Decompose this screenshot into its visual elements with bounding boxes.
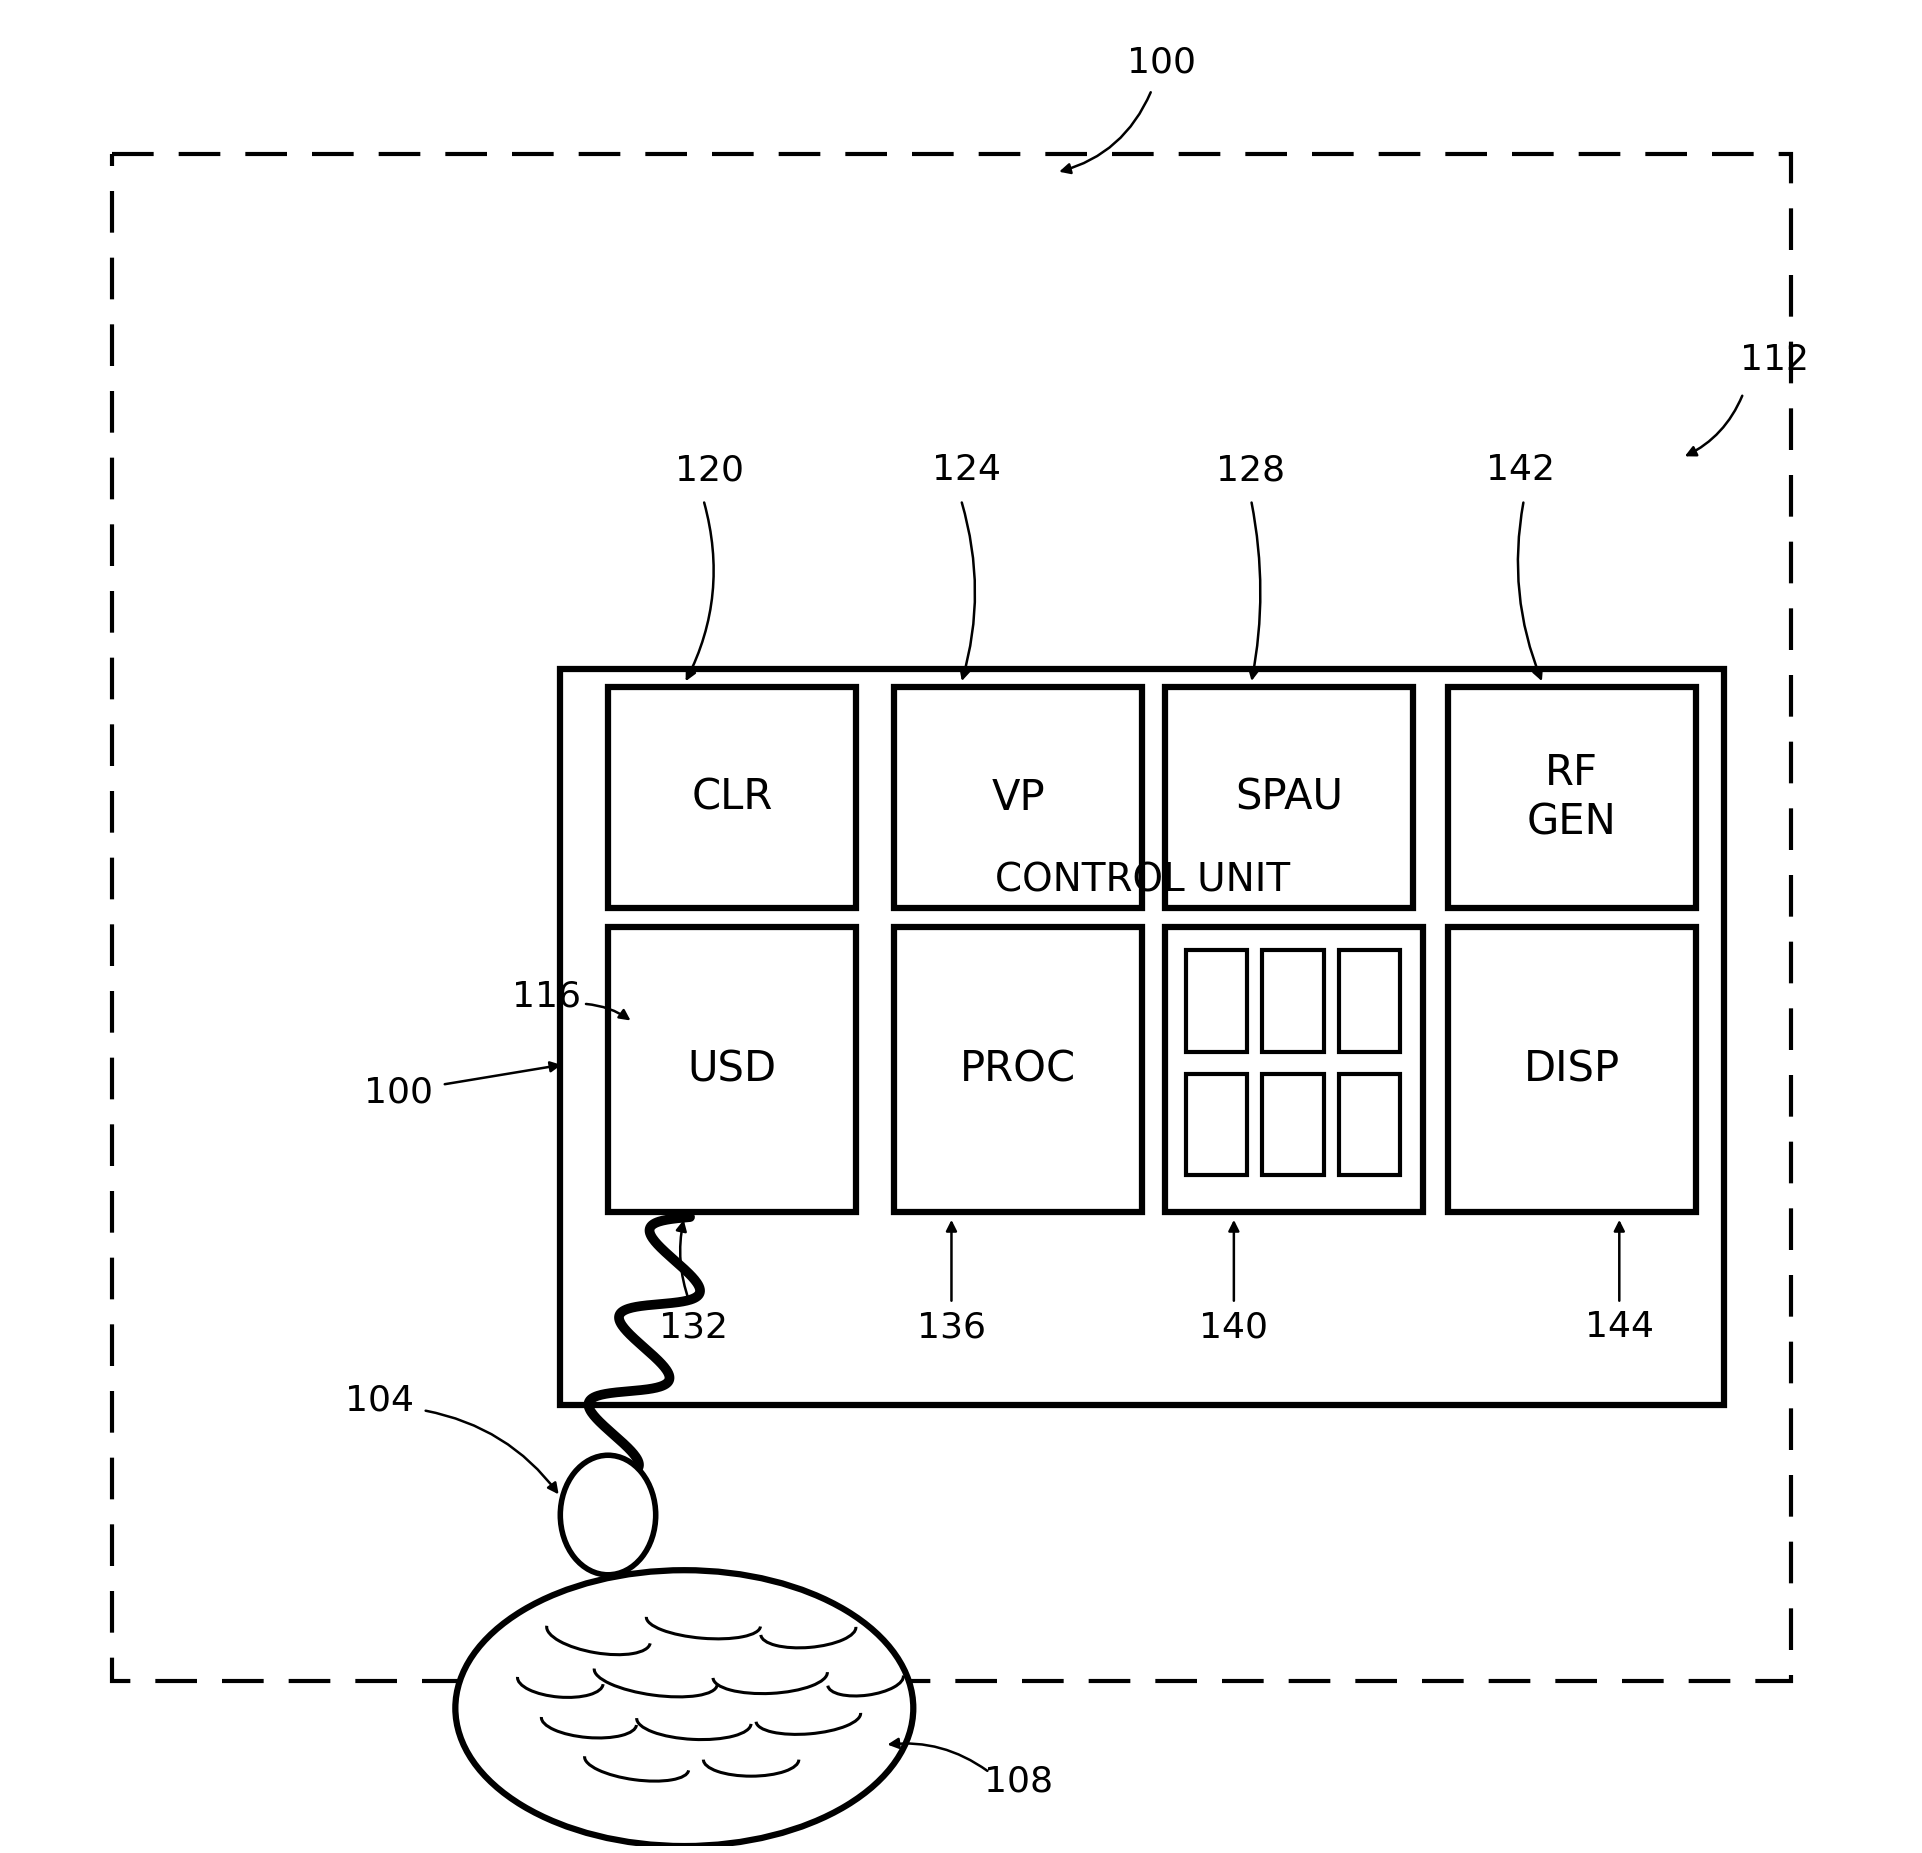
Text: 120: 120 bbox=[675, 454, 744, 487]
Text: 108: 108 bbox=[984, 1764, 1053, 1799]
Text: 116: 116 bbox=[513, 980, 582, 1014]
Ellipse shape bbox=[561, 1455, 655, 1575]
Bar bbox=[894, 926, 1142, 1212]
Bar bbox=[1186, 1073, 1247, 1175]
Bar bbox=[1447, 687, 1695, 908]
Bar bbox=[111, 154, 1791, 1681]
Text: 124: 124 bbox=[932, 454, 1001, 487]
Text: 100: 100 bbox=[1126, 44, 1195, 80]
Text: PROC: PROC bbox=[961, 1049, 1076, 1090]
Bar bbox=[1340, 1073, 1399, 1175]
Text: DISP: DISP bbox=[1524, 1049, 1620, 1090]
Text: 136: 136 bbox=[917, 1310, 986, 1345]
Text: 140: 140 bbox=[1199, 1310, 1269, 1345]
Text: 142: 142 bbox=[1486, 454, 1555, 487]
Text: 132: 132 bbox=[659, 1310, 728, 1345]
Text: CLR: CLR bbox=[692, 776, 773, 819]
Bar bbox=[1447, 926, 1695, 1212]
Text: 112: 112 bbox=[1739, 343, 1809, 376]
Bar bbox=[1263, 1073, 1324, 1175]
Text: 144: 144 bbox=[1586, 1310, 1653, 1345]
Ellipse shape bbox=[456, 1569, 913, 1846]
Bar bbox=[1263, 951, 1324, 1051]
Bar bbox=[607, 926, 855, 1212]
Bar bbox=[561, 669, 1724, 1405]
Bar bbox=[1186, 951, 1247, 1051]
Text: CONTROL UNIT: CONTROL UNIT bbox=[996, 862, 1290, 899]
Text: 100: 100 bbox=[363, 1075, 432, 1108]
Bar bbox=[607, 687, 855, 908]
Text: RF
GEN: RF GEN bbox=[1526, 752, 1616, 843]
Text: USD: USD bbox=[688, 1049, 776, 1090]
Bar bbox=[1340, 951, 1399, 1051]
Text: 128: 128 bbox=[1217, 454, 1286, 487]
Text: SPAU: SPAU bbox=[1236, 776, 1343, 819]
Text: VP: VP bbox=[992, 776, 1046, 819]
Bar bbox=[894, 687, 1142, 908]
Bar bbox=[1165, 926, 1422, 1212]
Text: 104: 104 bbox=[344, 1384, 413, 1418]
Bar bbox=[1165, 687, 1413, 908]
